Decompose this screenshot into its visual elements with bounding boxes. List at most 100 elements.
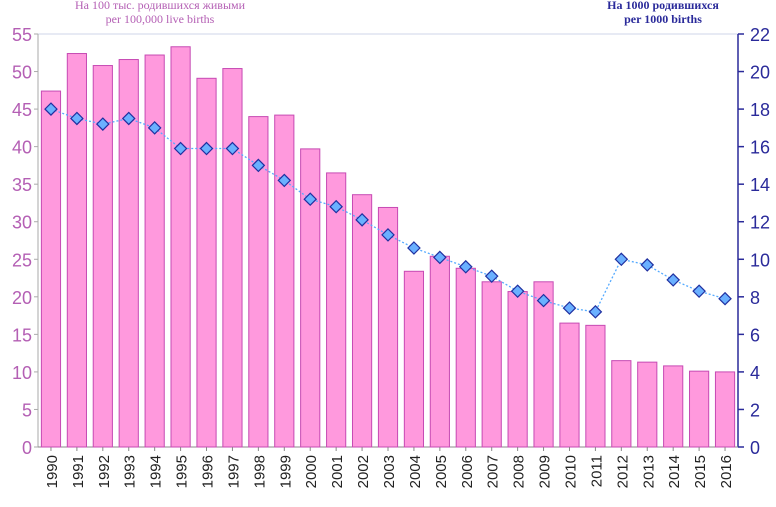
bar-2016 (714, 371, 736, 448)
left-axis-tick-label: 10 (12, 363, 32, 383)
x-axis-tick-label: 1993 (122, 455, 139, 488)
bar-1997 (222, 68, 243, 448)
line-point-2011 (588, 304, 603, 319)
line-point-2009 (536, 293, 551, 308)
line-point-2005 (433, 250, 447, 265)
x-axis-tick-label: 1990 (44, 455, 61, 488)
x-axis-tick-label: 1994 (148, 455, 165, 488)
right-axis-tick-label: 12 (750, 213, 770, 233)
line-point-2000 (303, 192, 318, 207)
line-point-2003 (381, 228, 395, 242)
line-point-1992 (95, 117, 110, 131)
bar-1996 (196, 77, 217, 448)
right-axis-tick-label: 10 (750, 250, 770, 270)
bar-2010 (559, 322, 580, 448)
x-axis-tick-label: 2000 (303, 455, 320, 488)
bar-2007 (481, 281, 502, 448)
x-axis-tick-label: 2013 (640, 455, 657, 488)
bar-2012 (611, 360, 632, 448)
x-axis-tick-label: 1995 (174, 455, 191, 488)
right-axis-tick-label: 0 (750, 438, 760, 458)
left-axis-title-line-1: На 100 тыс. родившихся живыми (74, 0, 246, 12)
left-axis-title: На 100 тыс. родившихся живыми per 100,00… (40, 0, 280, 26)
left-axis-tick-label: 5 (22, 400, 32, 420)
bar-2002 (351, 194, 373, 448)
line-point-1995 (173, 141, 188, 156)
x-axis-tick-label: 2004 (407, 455, 424, 488)
x-axis-tick-label: 1991 (70, 455, 87, 488)
line-point-1991 (70, 111, 84, 126)
right-axis-tick-label: 4 (750, 363, 760, 383)
x-axis-tick-label: 2003 (381, 455, 398, 488)
line-point-1996 (199, 141, 214, 156)
line-point-2014 (666, 273, 681, 287)
bar-1994 (144, 54, 165, 448)
bar-2003 (377, 206, 399, 448)
left-axis-tick-label: 45 (12, 100, 32, 120)
line-point-2004 (407, 241, 421, 255)
x-axis-tick-label: 2007 (485, 455, 502, 488)
x-axis-tick-label: 1999 (277, 455, 294, 488)
line-point-2002 (355, 213, 369, 227)
x-axis-tick-label: 2009 (537, 455, 554, 488)
bar-2004 (403, 270, 425, 448)
right-axis-tick-label: 16 (750, 138, 770, 158)
left-axis-tick-label: 50 (12, 63, 32, 83)
bar-2006 (455, 267, 476, 448)
x-axis-tick-label: 1997 (225, 455, 242, 488)
line-point-1990 (44, 102, 58, 116)
right-axis-tick-label: 20 (750, 63, 770, 83)
right-axis-tick-label: 14 (750, 175, 770, 195)
x-axis-tick-label: 2014 (666, 455, 683, 488)
x-axis-tick-label: 2011 (588, 455, 605, 487)
bar-1990 (40, 90, 62, 448)
left-axis-tick-label: 30 (12, 213, 32, 233)
x-axis-tick-label: 2002 (355, 455, 372, 488)
right-axis-tick-label: 2 (750, 400, 760, 420)
line-point-1999 (277, 173, 292, 188)
line-point-2016 (718, 291, 732, 306)
x-axis-tick-label: 2001 (329, 455, 346, 488)
x-axis-tick-label: 1992 (96, 455, 113, 488)
bar-2013 (637, 361, 658, 448)
line-point-1993 (121, 111, 136, 126)
right-axis-title: На 1000 родившихся per 1000 births (588, 0, 738, 26)
bar-2011 (585, 324, 606, 448)
right-axis-title-line-2: per 1000 births (624, 12, 702, 26)
line-point-2006 (458, 259, 473, 274)
bar-2005 (429, 255, 450, 448)
left-axis-tick-label: 25 (12, 250, 32, 270)
left-axis-tick-label: 20 (12, 288, 32, 308)
bar-2001 (326, 172, 347, 448)
right-axis-tick-label: 18 (750, 100, 770, 120)
line-point-2013 (640, 258, 655, 272)
line-point-2001 (329, 199, 343, 214)
x-axis-tick-label: 2010 (562, 455, 579, 488)
bar-1995 (170, 46, 191, 448)
bar-2014 (663, 365, 684, 448)
x-axis-tick-label: 2005 (433, 455, 450, 488)
line-point-2010 (562, 301, 577, 315)
x-axis-tick-label: 2006 (459, 455, 476, 488)
line-point-2012 (614, 252, 629, 267)
right-axis-tick-label: 8 (750, 288, 760, 308)
right-axis-tick-label: 22 (750, 25, 770, 45)
left-axis-tick-label: 0 (22, 438, 32, 458)
x-axis-tick-label: 1996 (200, 455, 217, 488)
line-point-2008 (510, 284, 525, 299)
left-axis-tick-label: 55 (12, 25, 32, 45)
left-axis-tick-label: 40 (12, 138, 32, 158)
x-axis-tick-label: 1998 (251, 455, 268, 488)
right-axis-tick-label: 6 (750, 325, 760, 345)
line-point-2007 (484, 269, 499, 284)
right-axis-title-line-1: На 1000 родившихся (607, 0, 719, 12)
x-axis-tick-label: 2012 (614, 455, 631, 488)
line-point-2015 (692, 284, 706, 299)
x-axis-tick-label: 2015 (692, 455, 709, 488)
line-point-1994 (147, 121, 162, 135)
x-axis-tick-label: 2008 (511, 455, 528, 488)
line-point-1998 (251, 158, 266, 173)
bar-2008 (507, 291, 528, 448)
